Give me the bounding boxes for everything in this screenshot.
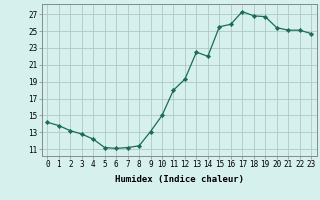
X-axis label: Humidex (Indice chaleur): Humidex (Indice chaleur) — [115, 175, 244, 184]
